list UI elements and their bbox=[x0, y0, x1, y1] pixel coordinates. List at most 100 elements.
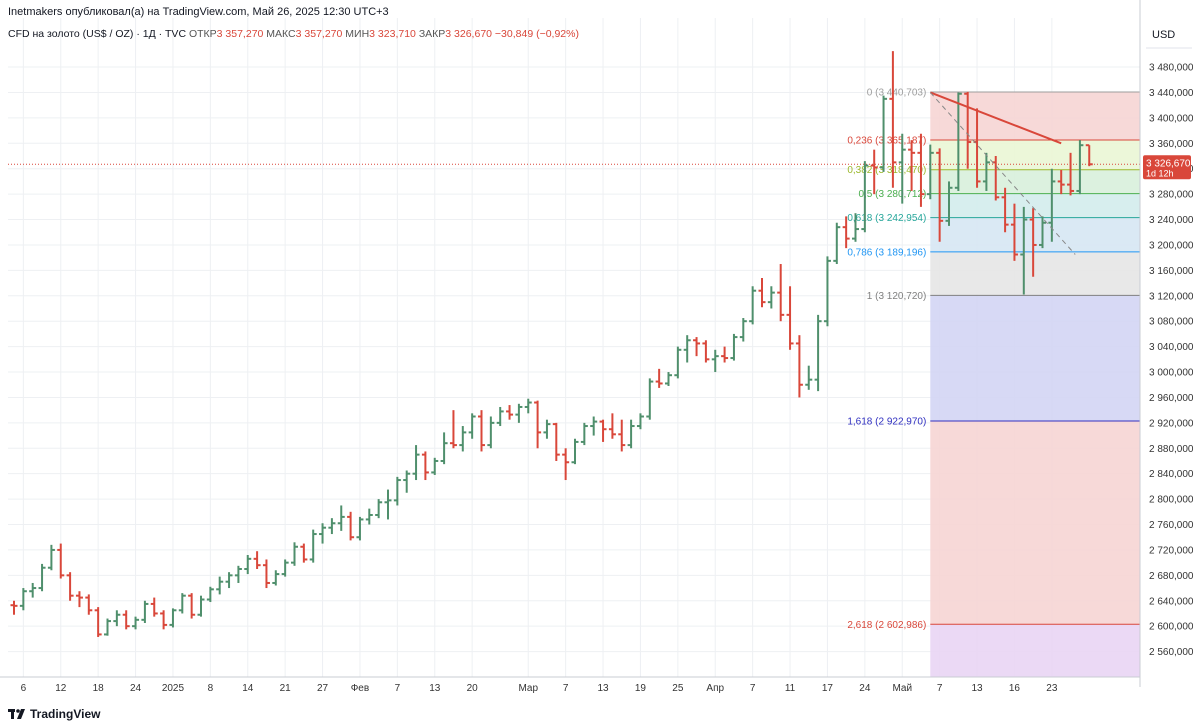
x-tick-label: Фев bbox=[351, 683, 369, 694]
time-axis: 6 12 18 24 2025 8 14 21 27 Фев 7 13 20 Мар 7 13 19 25 Апр 7… bbox=[0, 676, 1140, 694]
x-tick-label: 19 bbox=[635, 683, 647, 694]
ohlc-bar bbox=[982, 152, 990, 191]
y-tick-label: 3 080,000 bbox=[1149, 317, 1194, 328]
change-value: −30,849 (−0,92%) bbox=[494, 28, 579, 40]
last-price-tag-value: 3 326,670 bbox=[1146, 158, 1191, 169]
ohlc-bar bbox=[234, 565, 242, 583]
ohlc-bar bbox=[431, 457, 439, 475]
y-tick-label: 3 280,000 bbox=[1149, 190, 1194, 201]
fib-zone-0.786 bbox=[930, 251, 1140, 296]
ohlc-bar bbox=[1085, 144, 1093, 167]
y-tick-label: 3 040,000 bbox=[1149, 342, 1194, 353]
ohlc-bar bbox=[702, 340, 710, 363]
ohlc-bar bbox=[1076, 140, 1084, 195]
ohlc-bar bbox=[674, 346, 682, 379]
ohlc-bar bbox=[75, 591, 83, 608]
y-tick-label: 3 000,000 bbox=[1149, 368, 1194, 379]
ohlc-bar bbox=[571, 438, 579, 465]
ohlc-bar bbox=[281, 559, 289, 577]
ohlc-bar bbox=[225, 572, 233, 589]
ohlc-bar bbox=[739, 318, 747, 342]
ohlc-bar bbox=[580, 422, 588, 446]
y-tick-label: 2 600,000 bbox=[1149, 622, 1194, 633]
price-axis: USD 2 560,000 2 600,000 2 640,000 2 680,000 2… bbox=[1139, 0, 1200, 687]
ohlc-bar bbox=[552, 422, 560, 461]
ohlc-bar bbox=[524, 398, 532, 414]
ohlc-bar bbox=[683, 335, 691, 363]
ohlc-bar bbox=[730, 333, 738, 361]
ohlc-bar bbox=[543, 419, 551, 439]
y-tick-label: 3 240,000 bbox=[1149, 215, 1194, 226]
ohlc-bar bbox=[169, 608, 177, 628]
ohlc-bar bbox=[936, 148, 944, 242]
x-tick-label: 8 bbox=[208, 683, 214, 694]
ohlc-bar bbox=[38, 563, 46, 592]
y-tick-label: 2 720,000 bbox=[1149, 545, 1194, 556]
ohlc-bar bbox=[459, 426, 467, 452]
ohlc-bar bbox=[1010, 203, 1018, 261]
x-tick-label: 13 bbox=[597, 683, 609, 694]
fib-zone-0 bbox=[930, 92, 1140, 141]
ohlc-bar bbox=[57, 543, 65, 579]
ohlc-bars bbox=[10, 51, 1093, 637]
ohlc-bar bbox=[795, 335, 803, 398]
ohlc-bar bbox=[206, 586, 214, 603]
x-tick-label: 11 bbox=[785, 683, 796, 694]
ohlc-bar bbox=[178, 593, 186, 614]
y-tick-label: 3 440,000 bbox=[1149, 88, 1194, 99]
ohlc-bar bbox=[823, 256, 831, 327]
ohlc-bar bbox=[954, 92, 962, 191]
ohlc-bar bbox=[636, 413, 644, 430]
fib-zone-1 bbox=[930, 295, 1140, 421]
x-tick-label: 17 bbox=[822, 683, 834, 694]
ohlc-bar bbox=[375, 499, 383, 519]
y-tick-label: 3 200,000 bbox=[1149, 240, 1194, 251]
publisher-line: Inetmakers опубликовал(а) на TradingView… bbox=[8, 6, 389, 18]
ohlc-bar bbox=[908, 140, 916, 191]
footer: TradingView bbox=[8, 707, 100, 721]
ohlc-bar bbox=[188, 593, 196, 619]
ohlc-bar bbox=[244, 555, 252, 575]
ohlc-bar bbox=[197, 595, 205, 617]
y-tick-label: 2 640,000 bbox=[1149, 596, 1194, 607]
x-tick-label: 7 bbox=[563, 683, 569, 694]
last-price-countdown: 1d 12h bbox=[1146, 168, 1174, 178]
ohlc-bar bbox=[842, 216, 850, 249]
ohlc-bar bbox=[132, 616, 140, 630]
ohlc-bar bbox=[150, 597, 158, 617]
y-tick-label: 3 120,000 bbox=[1149, 291, 1194, 302]
ohlc-bar bbox=[47, 544, 55, 571]
fib-level-label-2.618: 2,618 (2 602,986) bbox=[847, 620, 926, 631]
x-tick-label: 13 bbox=[429, 683, 441, 694]
y-tick-label: 2 960,000 bbox=[1149, 393, 1194, 404]
fib-level-label-0.618: 0,618 (3 242,954) bbox=[847, 213, 926, 224]
ohlc-bar bbox=[309, 529, 317, 563]
ohlc-bar bbox=[777, 264, 785, 322]
fib-level-label-0: 0 (3 440,703) bbox=[867, 88, 927, 99]
ohlc-bar bbox=[440, 432, 448, 465]
ohlc-bar bbox=[506, 405, 514, 420]
ohlc-bar bbox=[534, 400, 542, 449]
ohlc-bar bbox=[786, 286, 794, 350]
ohlc-bar bbox=[861, 161, 869, 233]
low-value: 3 323,710 bbox=[369, 28, 416, 40]
ohlc-bar bbox=[496, 406, 504, 427]
ohlc-bar bbox=[328, 518, 336, 535]
ohlc-bar bbox=[889, 51, 897, 188]
ohlc-bar bbox=[945, 181, 953, 226]
fib-level-label-0.786: 0,786 (3 189,196) bbox=[847, 247, 926, 258]
ohlc-bar bbox=[964, 91, 972, 169]
x-tick-label: 18 bbox=[93, 683, 105, 694]
low-label: МИН bbox=[345, 28, 370, 40]
ohlc-bar bbox=[1067, 152, 1075, 196]
ohlc-bar bbox=[300, 543, 308, 563]
x-tick-label: Май bbox=[892, 683, 912, 694]
y-tick-label: 2 840,000 bbox=[1149, 469, 1194, 480]
ohlc-bar bbox=[384, 489, 392, 520]
ohlc-bar bbox=[917, 133, 925, 207]
price-axis-bg bbox=[1140, 0, 1200, 687]
ohlc-bar bbox=[253, 551, 261, 569]
open-label: ОТКР bbox=[188, 28, 217, 40]
